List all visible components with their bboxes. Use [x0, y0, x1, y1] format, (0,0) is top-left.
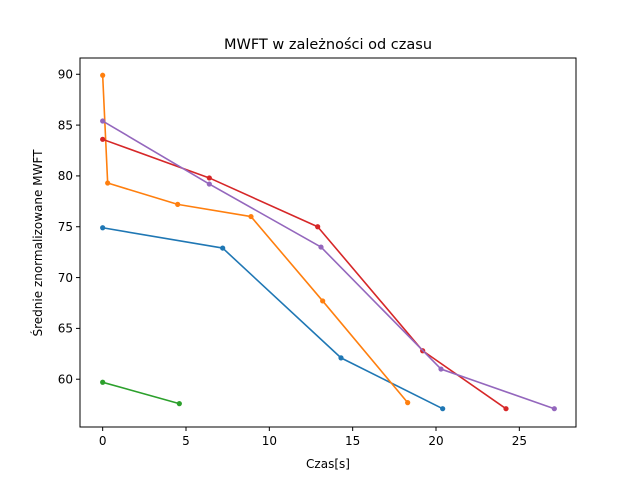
data-point: [438, 366, 444, 372]
data-point: [338, 355, 344, 361]
y-tick-label: 60: [58, 373, 73, 387]
data-point: [315, 224, 321, 230]
data-point: [440, 406, 446, 412]
y-tick-label: 65: [58, 322, 73, 336]
series-1: [100, 225, 446, 412]
series-2-line: [101, 74, 409, 404]
data-point: [320, 298, 326, 304]
y-axis: 60 65 70 75 80 85 90: [58, 68, 80, 387]
data-point: [105, 180, 111, 186]
x-tick-label: 5: [182, 434, 190, 448]
y-axis-label: Średnie znormalizowane MWFT: [30, 149, 45, 337]
plot-area: [100, 72, 557, 412]
data-point: [206, 181, 212, 187]
data-point: [551, 406, 557, 412]
series-2: [100, 72, 411, 406]
chart-title: MWFT w zależności od czasu: [224, 37, 432, 53]
data-point: [176, 401, 182, 407]
x-axis-label: Czas[s]: [306, 457, 350, 471]
y-tick-label: 90: [58, 68, 73, 82]
x-tick-label: 20: [428, 434, 443, 448]
series-4: [100, 136, 509, 412]
y-tick-label: 85: [58, 118, 73, 132]
y-tick-label: 80: [58, 169, 73, 183]
data-point: [100, 118, 106, 124]
x-tick-label: 15: [345, 434, 360, 448]
axes-frame: [79, 57, 577, 428]
x-tick-label: 25: [512, 434, 527, 448]
data-point: [248, 213, 254, 220]
data-point: [318, 244, 324, 250]
series-5: [100, 118, 557, 412]
data-point: [206, 175, 212, 181]
data-point: [220, 245, 226, 251]
data-point: [100, 379, 106, 385]
data-point: [503, 406, 509, 412]
data-point: [100, 136, 106, 142]
series-4-line: [101, 138, 508, 410]
series-3: [100, 379, 182, 407]
data-point: [175, 201, 181, 207]
y-tick-label: 75: [58, 220, 73, 234]
x-axis: 0 5 10 15 20 25: [99, 427, 527, 448]
x-tick-label: 10: [262, 434, 277, 448]
data-point: [100, 225, 106, 231]
data-point: [100, 72, 106, 78]
x-tick-label: 0: [99, 434, 107, 448]
data-point: [405, 400, 411, 406]
series-3-line: [101, 381, 181, 405]
y-tick-label: 70: [58, 271, 73, 285]
